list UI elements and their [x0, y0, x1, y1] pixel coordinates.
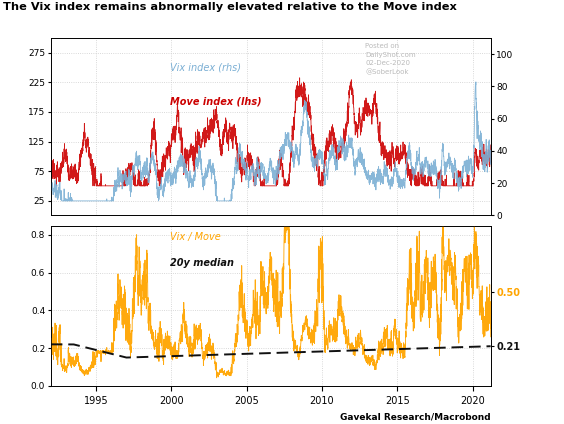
Text: The Vix index remains abnormally elevated relative to the Move index: The Vix index remains abnormally elevate… — [3, 2, 457, 12]
Text: Posted on
DailyShot.com
02-Dec-2020
@SoberLook: Posted on DailyShot.com 02-Dec-2020 @Sob… — [365, 44, 416, 76]
Text: Vix index (rhs): Vix index (rhs) — [170, 63, 240, 73]
Text: Vix / Move: Vix / Move — [170, 232, 221, 242]
Text: 20y median: 20y median — [170, 257, 233, 268]
Text: Gavekal Research/Macrobond: Gavekal Research/Macrobond — [340, 413, 491, 422]
Text: Move index (lhs): Move index (lhs) — [170, 97, 261, 107]
